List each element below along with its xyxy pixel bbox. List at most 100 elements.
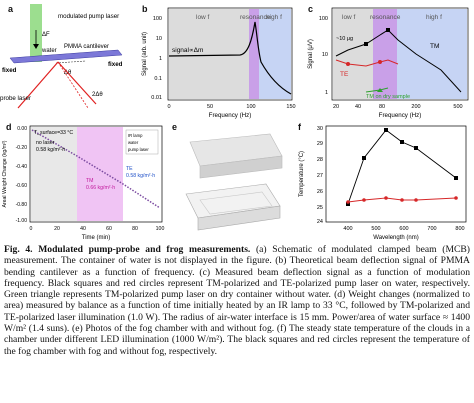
probe-laser-in [17,61,59,109]
panel-f-nofog-point [362,198,366,202]
pump-laser-label: modulated pump laser [58,13,119,20]
panel-d-tm-rate: 0.66 kg/m²·h [86,185,115,191]
pmma-cantilever [9,49,123,64]
panel-d-ytick: -0.40 [16,164,28,170]
panel-e-label: e [172,122,178,132]
panel-d-ylabel: Areal Weight Change (kg/m²) [2,140,8,207]
panel-f-chart: 30 29 28 27 26 25 24 400 500 600 700 800… [299,125,467,241]
deflection-line [55,60,87,64]
panel-e: e [170,120,294,242]
panel-c-res-label: resonance [370,14,401,21]
panel-c-xtick: 40 [355,104,361,110]
panel-c-xtick: 20 [333,104,339,110]
panel-b-ytick: 0.1 [154,76,162,82]
water-label: water [41,48,57,54]
panel-f-fog-point [400,140,404,144]
delta-f-label: ΔF [42,32,50,38]
fog-chamber-with-fog-side [199,155,283,179]
panel-d-weight-line [31,129,161,209]
panel-b: b low f resonance high f signal∝Δm 100 1… [140,0,305,120]
panel-c-te-point [378,60,382,64]
panel-c-xtick: 500 [453,104,462,110]
panel-b-curve [168,21,292,95]
panel-b-ytick: 10 [156,36,162,42]
panel-c-dry-label: TM on dry sample [366,94,410,100]
panel-f-ylabel: Temperature (°C) [299,151,305,197]
panel-f-ytick: 26 [317,189,323,195]
panel-f-fog-point [362,156,366,160]
panel-f-xtick: 800 [455,226,464,232]
panel-c: c low f resonance high f TM TE TM on dry… [306,0,474,120]
panel-b-xtick: 0 [167,104,170,110]
panel-d-ytick: -0.20 [16,145,28,151]
panel-d-xtick: 20 [54,226,60,232]
panel-f-fog-point [384,128,388,132]
fixed-left-label: fixed [2,67,17,74]
panel-d-xtick: 100 [156,226,165,232]
panel-f-fog-point [414,146,418,150]
panel-d-nolaser: no laser [36,140,55,146]
fog-chamber-without-fog-side [197,205,281,231]
panel-b-res-label: resonance [240,14,271,21]
panel-b-low-label: low f [196,14,210,21]
panel-f-ytick: 27 [317,173,323,179]
panel-d-xtick: 80 [132,226,138,232]
panel-c-ytick: 1 [325,90,328,96]
panel-d-nolaser-rate: 0.58 kg/m²·h [36,147,65,153]
panel-f-ytick: 25 [317,205,323,211]
panel-f-nofog-point [346,200,350,204]
caption-body: (a) Schematic of modulated clamped beam … [4,244,470,357]
figure-caption: Fig. 4. Modulated pump-probe and frog me… [4,244,470,357]
panel-c-tm-point [386,28,390,32]
panel-b-xtick: 150 [286,104,295,110]
panel-d-tsurface: T_surface=33 °C [34,130,73,136]
panel-d-te: TE [126,166,133,172]
pmma-label: PMMA cantilever [64,44,109,50]
panel-f-xlabel: Wavelength (nm) [373,235,418,241]
panel-b-high-region [259,9,291,99]
panel-c-xtick: 80 [379,104,385,110]
panel-a-label: a [8,4,14,14]
panel-b-xtick: 100 [246,104,255,110]
panel-d-ytick: 0.00 [17,126,27,132]
figure: a modulated pump laser ΔF water PMMA can… [0,0,474,242]
probe-laser-out [57,61,97,105]
panel-f-fog-point [454,176,458,180]
panel-d-ytick: -0.80 [16,202,28,208]
caption-lead: Fig. 4. Modulated pump-probe and frog me… [4,244,251,255]
panel-d-xtick: 0 [30,226,33,232]
panel-f-plot-area [325,125,467,223]
panel-c-te-line [335,59,399,67]
panel-f-ytick: 29 [317,141,323,147]
panel-f-xtick: 500 [371,226,380,232]
panel-b-ytick: 100 [153,16,162,22]
panel-b-xtick: 50 [207,104,213,110]
panel-b-annotation: signal∝Δm [172,47,203,54]
panel-f-label: f [298,122,301,132]
panel-d-tm: TM [86,178,94,184]
panel-a: a modulated pump laser ΔF water PMMA can… [0,0,135,120]
panel-f-xtick: 400 [343,226,352,232]
panel-c-chart: low f resonance high f TM TE TM on dry s… [308,7,469,119]
probe-laser-label: probe laser [0,95,31,102]
panel-f-nofog-line [347,197,457,203]
panel-f: f 30 29 28 27 26 25 24 400 500 [296,120,474,242]
panel-d-label: d [6,122,12,132]
panel-d-ytick: -0.60 [16,183,28,189]
panel-b-ylabel: Signal (arb. unit) [142,32,148,76]
panel-b-xlabel: Frequency (Hz) [209,112,252,119]
panel-f-fog-line [347,129,457,205]
panel-c-high-region [397,9,467,99]
panel-f-nofog-point [400,198,404,202]
force-arrow-head [33,44,39,49]
fog-chamber-inner-edge [199,191,273,215]
panel-c-dry-point [377,88,383,92]
panel-d-legend-ir: IR lamp [128,133,143,138]
panel-a-schematic: modulated pump laser ΔF water PMMA canti… [0,4,123,109]
panel-d-tm-region [77,127,123,221]
panel-d: d T_surface=33 °C no laser 0.58 kg/m²·h … [0,120,168,242]
two-delta-theta-label: 2Δθ [92,92,103,98]
panel-c-unit-label: ~10 μg [336,36,353,42]
panel-d-te-rate: 0.58 kg/m²·h [126,173,155,179]
panel-b-low-region [169,9,249,99]
